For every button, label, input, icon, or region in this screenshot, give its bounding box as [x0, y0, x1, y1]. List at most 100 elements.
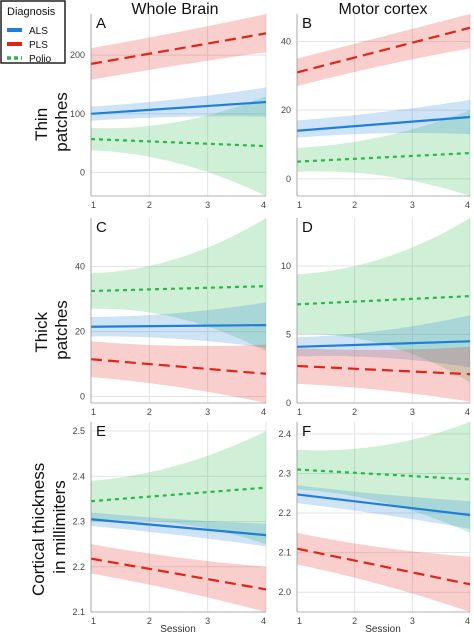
- panel-c: 0 20 40 1 2 3 4 C: [75, 218, 267, 417]
- panel-d-band-polio: [297, 218, 470, 383]
- x-axis-label-left: Session: [160, 624, 196, 634]
- panel-e-letter: E: [96, 423, 106, 440]
- panel-e-line-pls: [91, 557, 266, 591]
- panel-d-letter: D: [302, 219, 313, 236]
- panel-f-line-als: [297, 493, 470, 517]
- panel-a-line-pls: [91, 32, 266, 65]
- panel-b-plot-area: [297, 14, 470, 196]
- panel-d-plot-area: [297, 218, 470, 402]
- panel-c-line-pls: [91, 358, 266, 375]
- panel-e-band-als: [91, 512, 266, 547]
- panel-d-band-als: [297, 315, 470, 368]
- panel-c-band-pls: [91, 341, 266, 403]
- panel-c-x-tick-label: 1: [91, 407, 96, 417]
- row-title-thin-line2: patches: [52, 92, 71, 152]
- panel-a: 0 100 200 1 2 3 4 A: [70, 14, 267, 210]
- legend-label-als: ALS: [29, 26, 48, 37]
- panel-d-x-tick-label: 4: [465, 407, 470, 417]
- panel-c-plot-area: [91, 218, 266, 403]
- panel-e-y-tick-label: 2.4: [72, 471, 85, 481]
- panel-f: 2.0 2.1 2.2 2.3 2.4 1 2 3 4 F: [278, 422, 471, 626]
- panel-d-y-tick-label: 5: [286, 329, 291, 339]
- panel-f-y-tick-label: 2.3: [278, 468, 291, 478]
- panel-b-x-tick-label: 3: [410, 200, 415, 210]
- panel-a-y-tick-label: 100: [70, 109, 85, 119]
- panel-d-line-pls: [297, 364, 470, 376]
- panel-e-background: [91, 422, 266, 612]
- panel-e-y-tick-label: 2.1: [72, 607, 85, 617]
- panel-a-line-als: [91, 100, 266, 115]
- panel-f-line-polio: [297, 468, 470, 481]
- panel-c-line-polio: [91, 285, 266, 293]
- panels: 0 100 200 1 2 3 4 A 0 20 40 1 2 3 4 B 0 20 40 1 2 3 4 C 0 5 10 1 2 3 4…: [70, 14, 471, 626]
- panel-e: 2.1 2.2 2.3 2.4 2.5 1 2 3 4 E: [72, 422, 267, 626]
- panel-f-x-tick-label: 4: [465, 616, 470, 626]
- x-axis-label-right: Session: [365, 624, 401, 634]
- legend: Diagnosis ALS PLS Polio: [0, 0, 66, 65]
- panel-d-x-tick-label: 2: [352, 407, 357, 417]
- row-title-thin-line1: Thin: [32, 108, 51, 141]
- column-title-motor-cortex: Motor cortex: [339, 1, 428, 18]
- panel-e-x-tick-label: 1: [91, 616, 96, 626]
- panel-b-x-tick-label: 1: [297, 200, 302, 210]
- legend-title: Diagnosis: [7, 6, 56, 18]
- panel-c-y-tick-label: 20: [75, 327, 85, 337]
- panel-c-line-als: [91, 324, 266, 328]
- panel-e-x-tick-label: 3: [205, 616, 210, 626]
- panel-c-letter: C: [96, 219, 107, 236]
- panel-a-band-als: [91, 87, 266, 121]
- panel-a-x-tick-label: 2: [147, 200, 152, 210]
- panel-b-line-polio: [297, 151, 470, 163]
- row-title-cortical-thickness: Cortical thickness in millimiters: [29, 458, 69, 596]
- panel-f-x-tick-label: 2: [352, 616, 357, 626]
- column-title-whole-brain: Whole Brain: [131, 1, 218, 18]
- panel-f-line-pls: [297, 547, 470, 586]
- panel-f-y-tick-label: 2.4: [278, 429, 291, 439]
- panel-d-line-als: [297, 340, 470, 348]
- legend-label-polio: Polio: [29, 54, 52, 65]
- panel-b-y-tick-label: 0: [286, 174, 291, 184]
- panel-b-y-tick-label: 40: [281, 36, 291, 46]
- panel-d-x-tick-label: 1: [297, 407, 302, 417]
- panel-c-x-tick-label: 4: [261, 407, 266, 417]
- panel-a-band-polio: [91, 96, 266, 196]
- panel-b-band-polio: [297, 110, 470, 196]
- panel-c-x-tick-label: 2: [147, 407, 152, 417]
- panel-f-y-tick-label: 2.0: [278, 587, 291, 597]
- panel-f-y-tick-label: 2.2: [278, 508, 291, 518]
- panel-b-letter: B: [302, 15, 312, 32]
- panel-a-line-polio: [91, 137, 266, 148]
- panel-e-line-polio: [91, 486, 266, 503]
- panel-a-x-tick-label: 3: [205, 200, 210, 210]
- panel-c-y-tick-label: 0: [80, 392, 85, 402]
- panel-a-band-pls: [91, 14, 266, 80]
- panel-f-letter: F: [302, 423, 311, 440]
- panel-e-y-tick-label: 2.3: [72, 517, 85, 527]
- panel-e-y-tick-label: 2.2: [72, 562, 85, 572]
- panel-a-plot-area: [91, 14, 266, 196]
- panel-b-background: [297, 14, 470, 196]
- panel-e-plot-area: [91, 431, 266, 612]
- row-title-thick-line1: Thick: [32, 312, 51, 353]
- panel-e-line-als: [91, 518, 266, 537]
- panel-d-band-pls: [297, 346, 470, 402]
- row-title-thick-line2: patches: [52, 300, 71, 360]
- panel-f-band-als: [297, 485, 470, 529]
- legend-label-pls: PLS: [29, 40, 48, 51]
- panel-f-x-tick-label: 1: [297, 616, 302, 626]
- panel-b-x-tick-label: 2: [352, 200, 357, 210]
- panel-d: 0 5 10 1 2 3 4 D: [281, 218, 471, 417]
- panel-e-band-pls: [91, 544, 266, 612]
- panel-c-band-polio: [91, 218, 266, 352]
- panel-a-x-tick-label: 4: [261, 200, 266, 210]
- panel-a-letter: A: [96, 15, 106, 32]
- row-title-cortical-line2: in millimiters: [50, 480, 69, 574]
- panel-f-band-pls: [297, 532, 470, 612]
- panel-f-y-tick-label: 2.1: [278, 548, 291, 558]
- panel-b-line-pls: [297, 26, 470, 74]
- row-title-cortical-line1: Cortical thickness: [29, 463, 48, 596]
- panel-c-x-tick-label: 3: [205, 407, 210, 417]
- panel-b-x-tick-label: 4: [465, 200, 470, 210]
- panel-f-x-tick-label: 3: [410, 616, 415, 626]
